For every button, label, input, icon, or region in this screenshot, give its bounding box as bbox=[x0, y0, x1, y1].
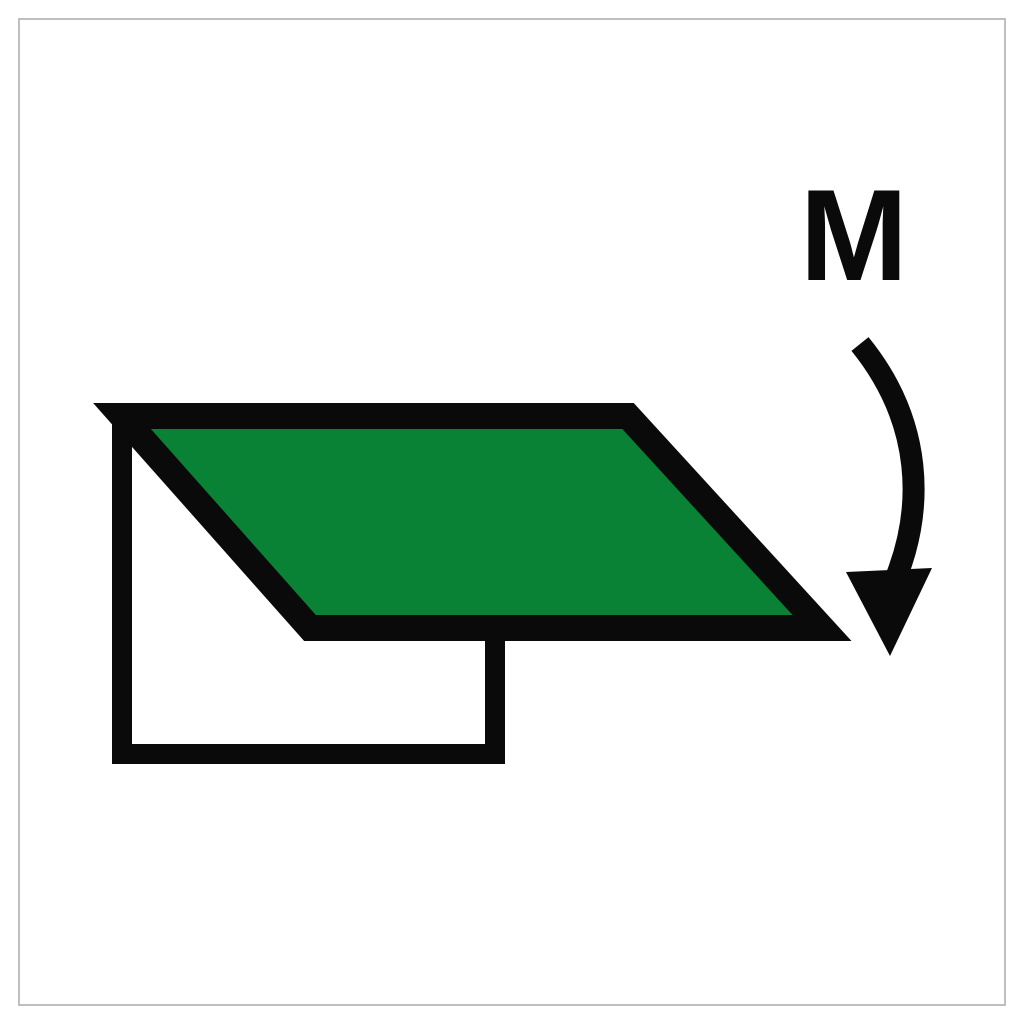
hatch-lid bbox=[122, 416, 822, 628]
closing-arrow-curve bbox=[860, 344, 914, 596]
safety-sign-frame: M bbox=[18, 18, 1006, 1006]
machinery-space-letter: M bbox=[800, 160, 904, 310]
closing-arrow-head bbox=[846, 568, 932, 656]
